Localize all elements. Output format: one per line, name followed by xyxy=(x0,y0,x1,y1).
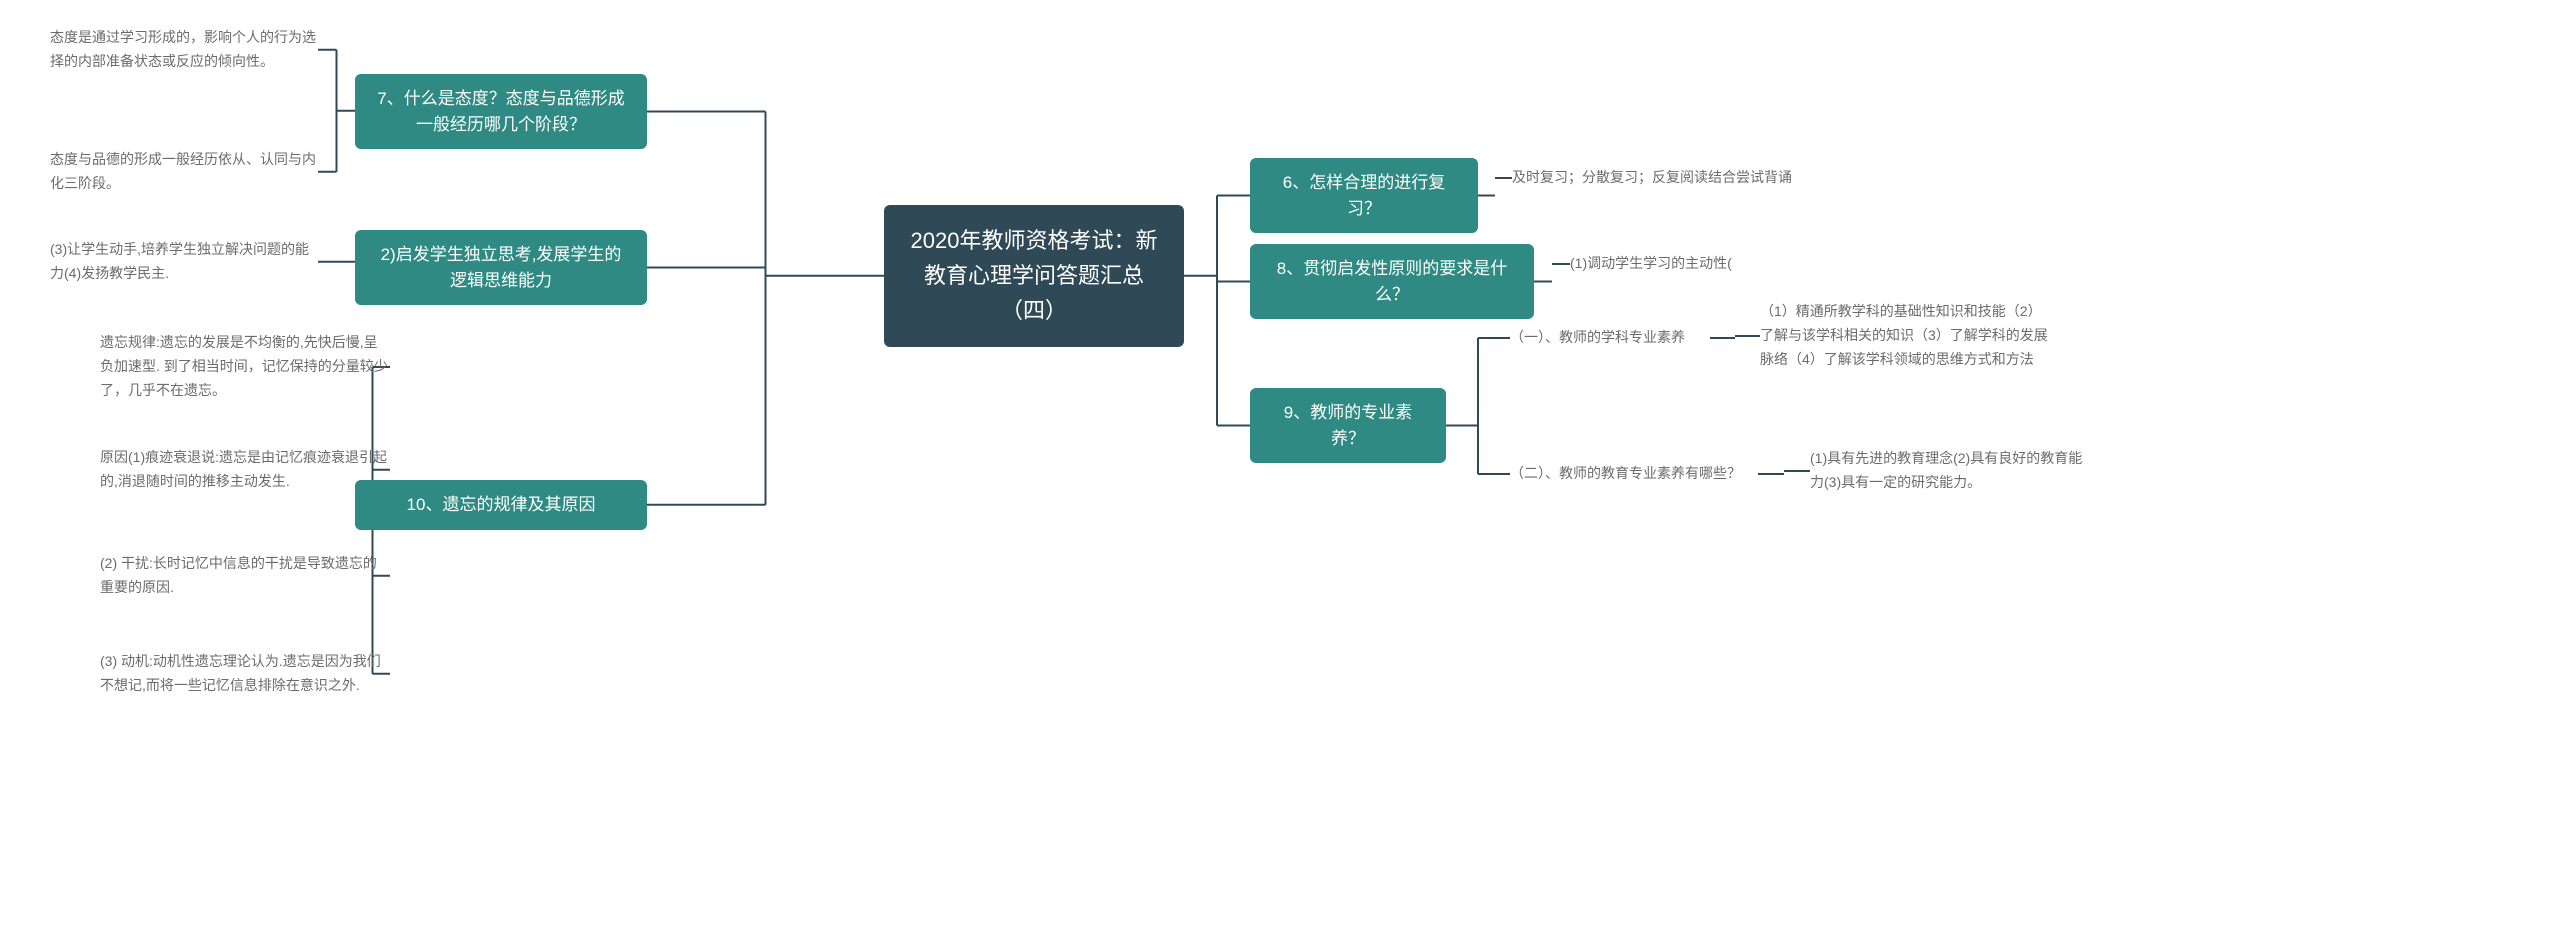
node-label: (1)调动学生学习的主动性( xyxy=(1570,252,1732,276)
node-label: （二）、教师的教育专业素养有哪些？ xyxy=(1510,462,1741,486)
sub-node: (1)调动学生学习的主动性( xyxy=(1570,252,1790,276)
leaf-node: 原因(1)痕迹衰退说:遗忘是由记忆痕迹衰退引起的,消退随时间的推移主动发生. xyxy=(100,446,390,494)
node-label: 2020年教师资格考试：新教育心理学问答题汇总（四） xyxy=(910,223,1158,329)
node-label: 及时复习；分散复习；反复阅读结合尝试背诵 xyxy=(1512,166,1792,190)
sub-node: （一）、教师的学科专业素养 xyxy=(1510,326,1710,350)
node-label: (3)让学生动手,培养学生独立解决问题的能力(4)发扬教学民主. xyxy=(50,238,318,286)
branch-node: 2)启发学生独立思考,发展学生的逻辑思维能力 xyxy=(355,230,647,305)
node-label: 10、遗忘的规律及其原因 xyxy=(407,492,596,518)
node-label: 遗忘规律:遗忘的发展是不均衡的,先快后慢,呈负加速型. 到了相当时间，记忆保持的… xyxy=(100,331,390,402)
branch-node: 6、怎样合理的进行复习？ xyxy=(1250,158,1478,233)
node-label: 原因(1)痕迹衰退说:遗忘是由记忆痕迹衰退引起的,消退随时间的推移主动发生. xyxy=(100,446,390,494)
node-label: 8、贯彻启发性原则的要求是什么？ xyxy=(1268,256,1516,307)
leaf-node: (3) 动机:动机性遗忘理论认为.遗忘是因为我们不想记,而将一些记忆信息排除在意… xyxy=(100,650,390,698)
mindmap-root: 2020年教师资格考试：新教育心理学问答题汇总（四） xyxy=(884,205,1184,347)
branch-node: 9、教师的专业素养？ xyxy=(1250,388,1446,463)
node-label: （1）精通所教学科的基础性知识和技能（2）了解与该学科相关的知识（3）了解学科的… xyxy=(1760,300,2050,371)
branch-node: 10、遗忘的规律及其原因 xyxy=(355,480,647,530)
node-label: (3) 动机:动机性遗忘理论认为.遗忘是因为我们不想记,而将一些记忆信息排除在意… xyxy=(100,650,390,698)
node-label: 7、什么是态度？态度与品德形成一般经历哪几个阶段？ xyxy=(373,86,629,137)
leaf-node: 态度与品德的形成一般经历依从、认同与内化三阶段。 xyxy=(50,148,318,196)
sub-node: （二）、教师的教育专业素养有哪些？ xyxy=(1510,462,1758,486)
node-label: 9、教师的专业素养？ xyxy=(1268,400,1428,451)
node-label: 2)启发学生独立思考,发展学生的逻辑思维能力 xyxy=(373,242,629,293)
node-label: 态度是通过学习形成的，影响个人的行为选择的内部准备状态或反应的倾向性。 xyxy=(50,26,318,74)
node-label: （一）、教师的学科专业素养 xyxy=(1510,326,1685,350)
node-label: 态度与品德的形成一般经历依从、认同与内化三阶段。 xyxy=(50,148,318,196)
sub-node: （1）精通所教学科的基础性知识和技能（2）了解与该学科相关的知识（3）了解学科的… xyxy=(1760,288,2050,384)
leaf-node: (2) 干扰:长时记忆中信息的干扰是导致遗忘的重要的原因. xyxy=(100,552,390,600)
branch-node: 8、贯彻启发性原则的要求是什么？ xyxy=(1250,244,1534,319)
leaf-node: 态度是通过学习形成的，影响个人的行为选择的内部准备状态或反应的倾向性。 xyxy=(50,26,318,74)
node-label: 6、怎样合理的进行复习？ xyxy=(1268,170,1460,221)
branch-node: 7、什么是态度？态度与品德形成一般经历哪几个阶段？ xyxy=(355,74,647,149)
sub-node: (1)具有先进的教育理念(2)具有良好的教育能力(3)具有一定的研究能力。 xyxy=(1810,446,2090,496)
sub-node: 及时复习；分散复习；反复阅读结合尝试背诵 xyxy=(1512,166,1812,190)
node-label: (2) 干扰:长时记忆中信息的干扰是导致遗忘的重要的原因. xyxy=(100,552,390,600)
node-label: (1)具有先进的教育理念(2)具有良好的教育能力(3)具有一定的研究能力。 xyxy=(1810,447,2090,495)
leaf-node: (3)让学生动手,培养学生独立解决问题的能力(4)发扬教学民主. xyxy=(50,238,318,286)
leaf-node: 遗忘规律:遗忘的发展是不均衡的,先快后慢,呈负加速型. 到了相当时间，记忆保持的… xyxy=(100,330,390,404)
